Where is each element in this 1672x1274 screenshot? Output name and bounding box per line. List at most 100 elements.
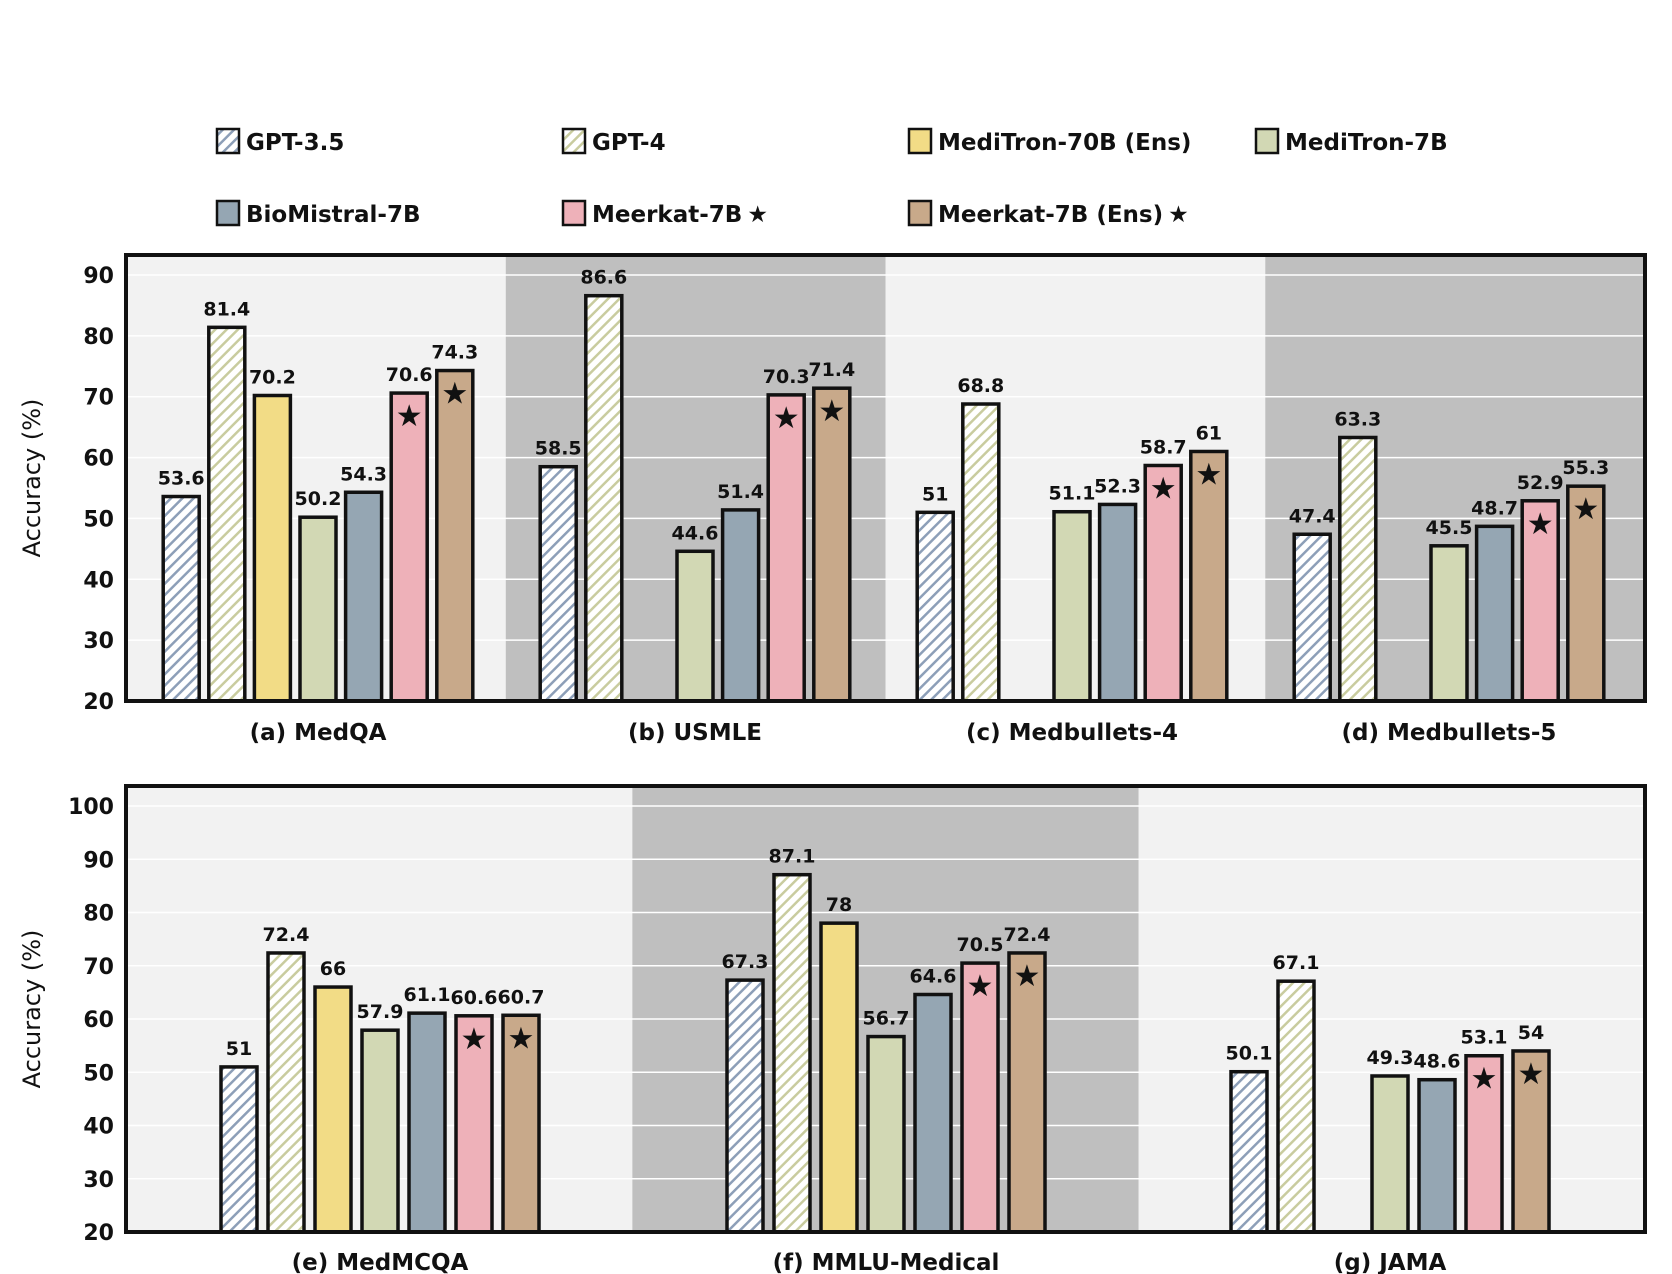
value-label: 60.7 xyxy=(498,986,545,1008)
y-tick-label: 40 xyxy=(83,568,114,593)
legend-label: MediTron-7B xyxy=(1285,130,1448,156)
value-label: 54.3 xyxy=(340,463,387,485)
value-label: 58.7 xyxy=(1140,436,1187,458)
legend-star-icon: ★ xyxy=(1168,202,1189,228)
legend-label: MediTron-70B (Ens) xyxy=(938,130,1191,156)
legend-item-meditron-70b-ens: MediTron-70B (Ens) xyxy=(907,127,1191,156)
value-label: 49.3 xyxy=(1367,1047,1414,1069)
value-label: 48.7 xyxy=(1471,497,1518,519)
value-label: 68.8 xyxy=(957,375,1004,397)
bar-meditron70 xyxy=(819,921,859,1234)
bar-group-c-medbullets-4: 51 68.8 51.152.3 58.7 ★ 61 ★ xyxy=(915,375,1229,703)
y-axis-label: Accuracy (%) xyxy=(18,930,46,1089)
legend-label: GPT-4 xyxy=(592,130,666,156)
value-label: 63.3 xyxy=(1334,408,1381,430)
category-label: (g) JAMA xyxy=(1334,1250,1447,1274)
value-label: 66 xyxy=(320,958,346,980)
star-icon: ★ xyxy=(1195,457,1222,492)
value-label: 45.5 xyxy=(1426,517,1473,539)
star-icon: ★ xyxy=(1014,959,1041,994)
y-tick-label: 30 xyxy=(83,1168,114,1193)
value-label: 44.6 xyxy=(672,522,719,544)
category-label: (e) MedMCQA xyxy=(292,1250,469,1274)
bar-gpt4 xyxy=(266,951,306,1234)
category-label: (a) MedQA xyxy=(250,720,387,746)
value-label: 67.1 xyxy=(1273,952,1320,974)
star-icon: ★ xyxy=(396,399,423,434)
bar-gpt4 xyxy=(961,402,1001,703)
legend-star-icon: ★ xyxy=(747,202,768,228)
bar-meditron7 xyxy=(1052,509,1092,703)
bar-gpt35 xyxy=(1292,532,1332,703)
value-label: 52.3 xyxy=(1094,475,1141,497)
bar-gpt4 xyxy=(772,872,812,1234)
legend-item-meditron-7b: MediTron-7B xyxy=(1254,127,1448,156)
bar-gpt35 xyxy=(161,494,201,703)
bar-gpt35 xyxy=(725,978,765,1234)
star-icon: ★ xyxy=(1518,1057,1545,1092)
legend-label: GPT-3.5 xyxy=(246,130,344,156)
bar-group-e-medmcqa: 51 72.4 66 57.961.1 60.6 ★ 60.7 ★ xyxy=(219,924,545,1234)
bar-meditron70 xyxy=(313,985,353,1234)
value-label: 52.9 xyxy=(1517,472,1564,494)
value-label: 51 xyxy=(922,483,948,505)
value-label: 67.3 xyxy=(722,951,769,973)
y-tick-label: 80 xyxy=(83,325,114,350)
plot-frame xyxy=(124,253,1647,703)
bar-meerkatens xyxy=(1511,1049,1551,1234)
bar-meerkatens xyxy=(501,1013,541,1234)
value-label: 72.4 xyxy=(1004,924,1051,946)
legend-swatch xyxy=(215,127,241,155)
legend-label: Meerkat-7B (Ens) xyxy=(938,202,1163,228)
value-label: 58.5 xyxy=(535,438,582,460)
value-label: 74.3 xyxy=(431,342,478,364)
star-icon: ★ xyxy=(773,401,800,436)
legend-swatch xyxy=(907,199,933,227)
y-tick-label: 20 xyxy=(83,1221,114,1246)
legend-swatch xyxy=(907,127,933,155)
value-label: 56.7 xyxy=(863,1008,910,1030)
value-label: 70.6 xyxy=(386,364,433,386)
legend-label: Meerkat-7B xyxy=(592,202,742,228)
legend-label: BioMistral-7B xyxy=(246,202,421,228)
value-label: 70.5 xyxy=(957,934,1004,956)
value-label: 60.6 xyxy=(451,987,498,1009)
star-icon: ★ xyxy=(1471,1062,1498,1097)
value-label: 64.6 xyxy=(910,966,957,988)
y-tick-label: 70 xyxy=(83,955,114,980)
bar-meerkat xyxy=(766,393,806,703)
bar-gpt4 xyxy=(584,293,624,703)
value-label: 71.4 xyxy=(808,359,855,381)
value-label: 55.3 xyxy=(1562,457,1609,479)
bar-biomistral xyxy=(407,1011,447,1234)
bar-gpt35 xyxy=(538,464,578,703)
bar-gpt4 xyxy=(1276,979,1316,1234)
plot-frame xyxy=(124,784,1647,1234)
bar-meditron7 xyxy=(1370,1074,1410,1234)
value-label: 53.6 xyxy=(158,468,205,490)
value-label: 70.2 xyxy=(249,366,296,388)
legend-swatch xyxy=(215,199,241,227)
bar-meditron7 xyxy=(866,1034,906,1234)
legend-item-meerkat-7b: Meerkat-7B ★ xyxy=(561,199,768,228)
bar-group-d-medbullets-5: 47.4 63.3 45.548.7 52.9 ★ 55.3 ★ xyxy=(1289,408,1609,703)
y-tick-label: 50 xyxy=(83,1061,114,1086)
bar-meditron7 xyxy=(675,549,715,703)
legend-swatch xyxy=(561,199,587,227)
y-tick-label: 70 xyxy=(83,386,114,411)
star-icon: ★ xyxy=(441,377,468,412)
legend: GPT-3.5 GPT-4 MediTron-70B (Ens) MediTron-7… xyxy=(215,127,1448,228)
y-tick-label: 30 xyxy=(83,629,114,654)
bar-meerkat xyxy=(389,391,429,703)
y-axis-label: Accuracy (%) xyxy=(18,399,46,558)
bar-meerkat xyxy=(1143,463,1183,703)
value-label: 53.1 xyxy=(1461,1027,1508,1049)
value-label: 87.1 xyxy=(769,846,816,868)
bar-meditron7 xyxy=(1429,544,1469,703)
bar-group-a-medqa: 53.6 81.4 70.2 50.2 54.3 70.6 ★ 74.3 ★ xyxy=(158,298,478,703)
value-label: 57.9 xyxy=(357,1001,404,1023)
bar-meerkatens xyxy=(1007,951,1047,1234)
bar-gpt35 xyxy=(1229,1069,1269,1234)
bar-biomistral xyxy=(1097,502,1138,703)
